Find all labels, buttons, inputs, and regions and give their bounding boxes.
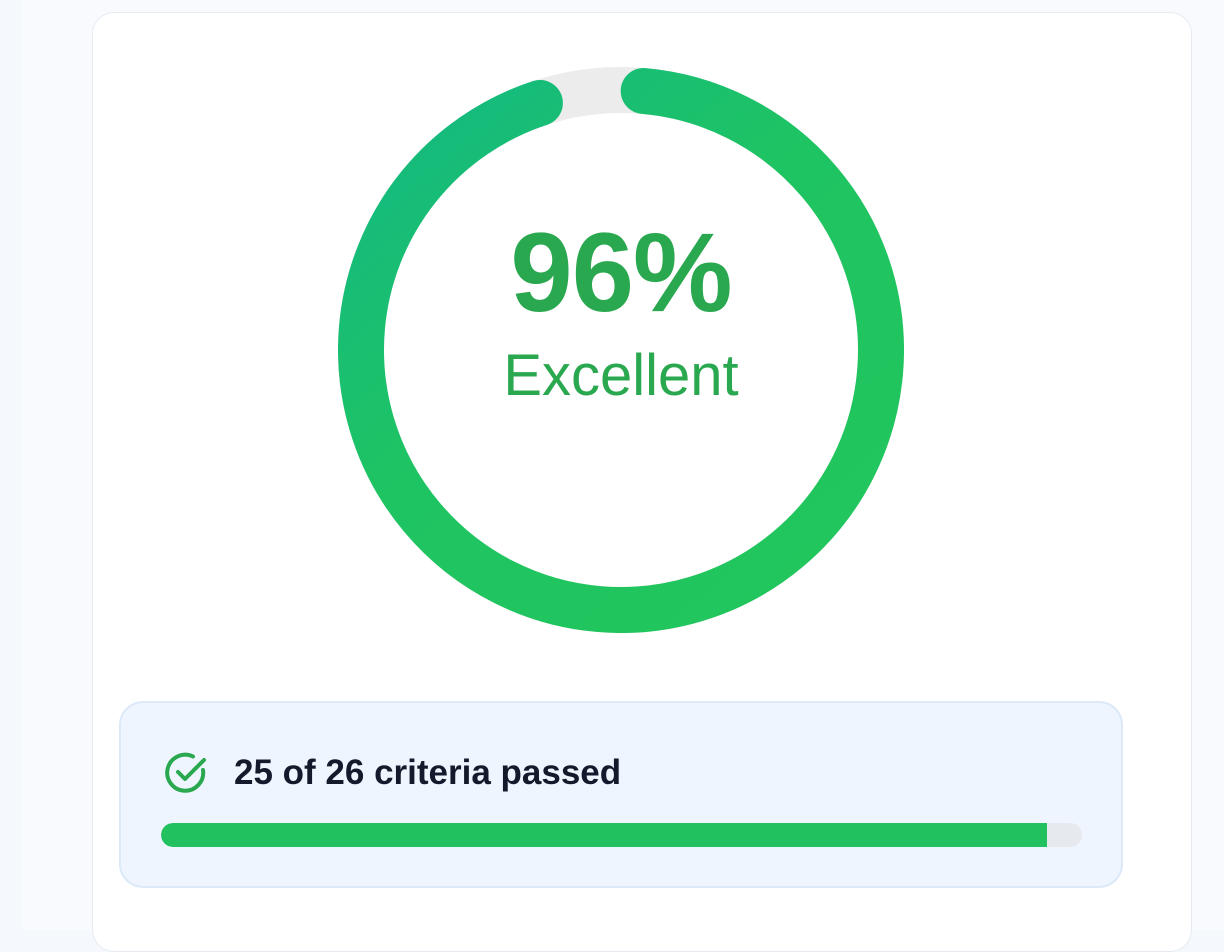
score-percent: 96% <box>510 210 732 335</box>
criteria-progress-fill <box>161 823 1047 847</box>
score-grade: Excellent <box>503 343 739 408</box>
score-ring <box>338 67 904 633</box>
ring-progress <box>338 67 904 633</box>
criteria-summary-text: 25 of 26 criteria passed <box>234 753 622 792</box>
score-gauge: 96% Excellent <box>338 67 904 633</box>
check-circle-icon <box>163 749 211 797</box>
criteria-progress-bar <box>161 823 1082 847</box>
criteria-summary: 25 of 26 criteria passed <box>119 701 1123 888</box>
